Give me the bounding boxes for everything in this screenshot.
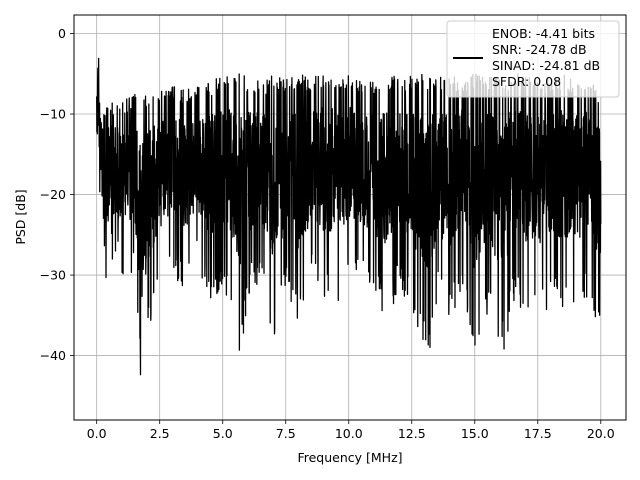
x-tick-label: 17.5 — [524, 426, 552, 441]
plot-frame — [73, 14, 627, 421]
legend-label: ENOB: -4.41 bits SNR: -24.78 dB SINAD: -24… — [492, 26, 600, 89]
x-tick-label: 5.0 — [213, 426, 233, 441]
psd-line — [96, 57, 602, 376]
legend-line-4: SFDR: 0.08 — [492, 74, 561, 89]
legend-line-1: ENOB: -4.41 bits — [492, 26, 595, 41]
x-axis-label: Frequency [MHz] — [297, 450, 402, 465]
x-tick-label: 12.5 — [398, 426, 426, 441]
y-tick-label: 0 — [58, 26, 66, 41]
psd-line-group — [96, 57, 602, 376]
legend: ENOB: -4.41 bits SNR: -24.78 dB SINAD: -24… — [446, 20, 620, 98]
x-axis-ticks: 0.0 2.5 5.0 7.5 10.0 12.5 15.0 17.5 20.0 — [87, 420, 615, 441]
x-tick-label: 15.0 — [461, 426, 489, 441]
x-tick-label: 20.0 — [587, 426, 615, 441]
y-tick-label: −20 — [40, 187, 66, 202]
legend-box — [446, 20, 620, 98]
x-tick-label: 10.0 — [335, 426, 363, 441]
x-tick-label: 7.5 — [276, 426, 296, 441]
y-axis-ticks: 0 −10 −20 −30 −40 — [40, 26, 74, 363]
y-tick-label: −10 — [40, 107, 66, 122]
y-tick-label: −30 — [40, 268, 66, 283]
y-axis-label: PSD [dB] — [13, 189, 28, 244]
legend-line-3: SINAD: -24.81 dB — [492, 58, 600, 73]
y-tick-label: −40 — [40, 348, 66, 363]
legend-line-2: SNR: -24.78 dB — [492, 42, 587, 57]
x-tick-label: 0.0 — [87, 426, 107, 441]
x-tick-label: 2.5 — [150, 426, 170, 441]
